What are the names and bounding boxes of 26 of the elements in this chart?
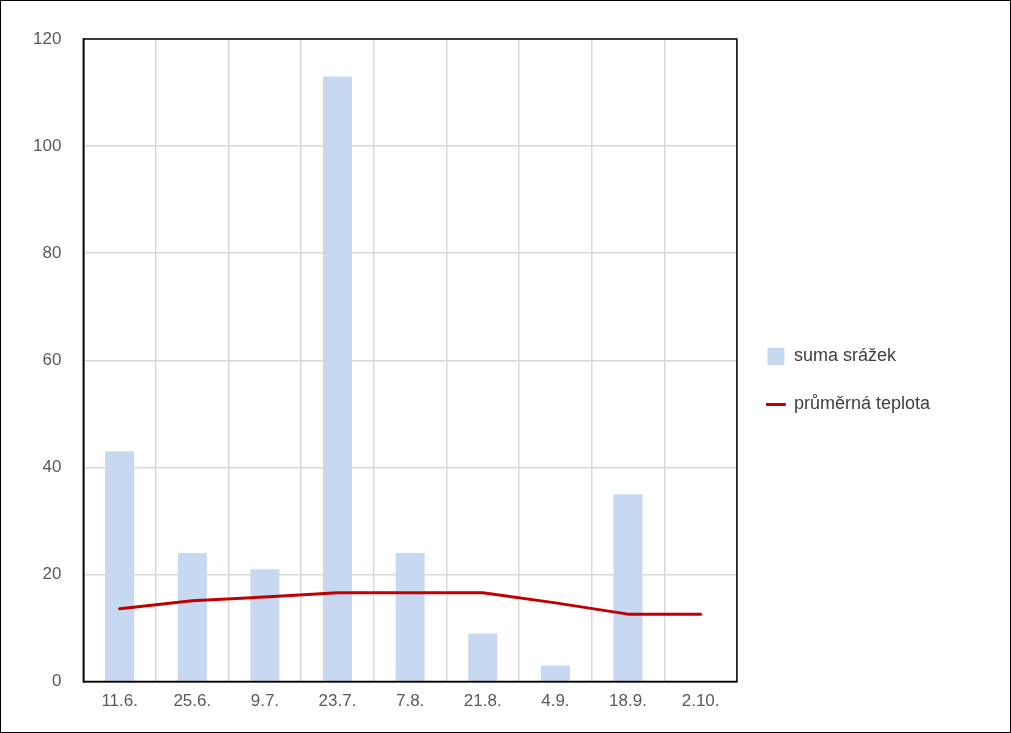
bar <box>468 633 498 681</box>
bar <box>323 76 353 681</box>
x-tick-label: 25.6. <box>173 691 212 711</box>
y-tick-label: 100 <box>32 135 62 155</box>
bar <box>613 494 643 681</box>
bar <box>395 553 425 681</box>
x-tick-label: 18.9. <box>609 691 647 711</box>
y-tick-label: 0 <box>51 671 62 691</box>
y-tick-label: 80 <box>42 242 62 262</box>
x-tick-label: 21.8. <box>463 691 502 711</box>
legend-label: průměrná teplota <box>793 393 931 414</box>
bar <box>105 451 135 681</box>
x-tick-label: 4.9. <box>541 691 570 711</box>
bar <box>177 553 207 681</box>
bar <box>250 569 280 681</box>
x-tick-label: 9.7. <box>250 691 280 711</box>
y-tick-label: 60 <box>42 349 62 369</box>
bar <box>540 665 570 681</box>
x-tick-label: 7.8. <box>395 691 425 711</box>
y-tick-label: 40 <box>42 457 62 477</box>
y-tick-label: 120 <box>32 28 62 48</box>
x-tick-label: 2.10. <box>681 691 720 711</box>
x-tick-label: 23.7. <box>318 691 357 711</box>
legend-label: suma srážek <box>793 345 897 366</box>
x-tick-label: 11.6. <box>101 691 138 711</box>
y-tick-label: 20 <box>42 564 62 584</box>
